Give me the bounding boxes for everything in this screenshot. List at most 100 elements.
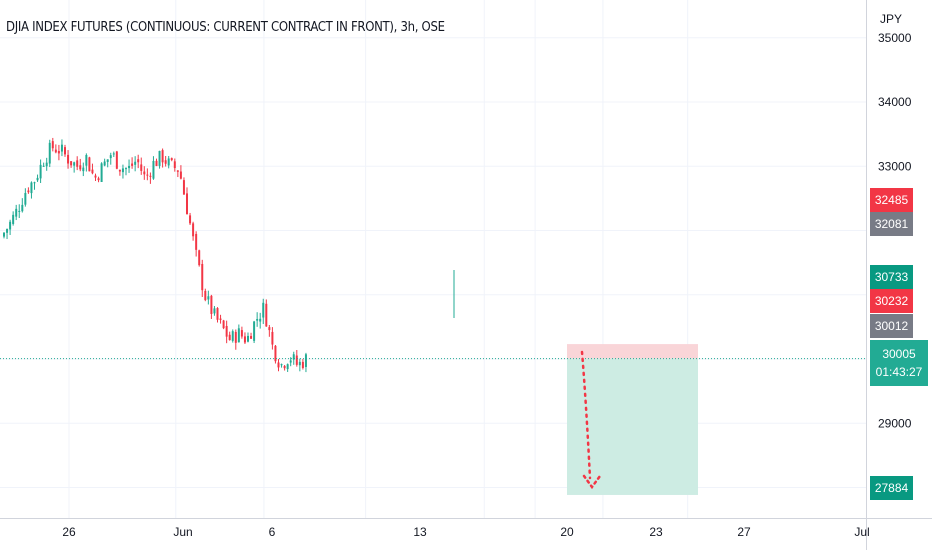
candle-body — [45, 162, 48, 167]
candle-body — [64, 147, 66, 155]
candle-body — [304, 354, 307, 367]
price-tag: 30012 — [870, 314, 913, 338]
candle-body — [271, 331, 274, 345]
candle-body — [73, 162, 76, 166]
candle-body — [295, 355, 298, 365]
candle-body — [253, 321, 256, 341]
candle-body — [109, 155, 112, 159]
candle-body — [225, 325, 228, 337]
candle-body — [134, 161, 137, 165]
candle-body — [131, 163, 134, 166]
y-tick-label: 35000 — [878, 31, 912, 45]
candle-body — [54, 149, 57, 153]
candle-body — [79, 165, 82, 170]
candle-body — [125, 168, 127, 170]
candle-body — [262, 302, 265, 318]
x-tick-label: Jun — [173, 525, 192, 539]
candle-body — [155, 160, 158, 166]
candle-body — [195, 233, 198, 250]
candle-body — [222, 320, 225, 329]
bar-countdown: 01:43:27 — [875, 365, 923, 379]
candle-body — [140, 164, 143, 171]
candle-body — [112, 153, 115, 155]
candle-body — [158, 150, 161, 166]
candle-body — [36, 177, 39, 181]
candle-body — [237, 328, 240, 343]
candle-body — [259, 318, 262, 322]
candle-body — [298, 361, 301, 366]
candle-body — [85, 154, 88, 166]
chart-grid — [0, 0, 866, 518]
candle-body — [292, 354, 295, 360]
candle-body — [247, 335, 249, 342]
candle-body — [143, 171, 146, 175]
candle-body — [219, 318, 222, 320]
take-profit-zone — [567, 358, 698, 495]
candle-body — [210, 295, 213, 314]
x-tick-label: 23 — [649, 525, 663, 539]
candle-body — [204, 290, 207, 301]
x-tick-label: 6 — [269, 525, 276, 539]
current-price-value: 30005 — [882, 347, 916, 361]
candle-body — [15, 208, 18, 217]
candle-body — [27, 190, 30, 193]
price-tag: 32485 — [870, 188, 913, 212]
y-tick-label: 33000 — [878, 159, 912, 173]
candle-body — [213, 308, 216, 314]
price-tag: 32081 — [870, 212, 913, 236]
candle-body — [39, 164, 42, 179]
candle-body — [30, 182, 33, 194]
candle-body — [82, 167, 85, 172]
candle-body — [234, 331, 237, 343]
price-tag: 30733 — [870, 265, 913, 289]
candle-body — [118, 169, 121, 172]
candle-body — [149, 175, 152, 177]
candle-body — [280, 364, 283, 366]
current-price-tag: 30005 01:43:27 — [870, 340, 928, 386]
candle-body — [186, 193, 188, 215]
currency-label: JPY — [880, 12, 902, 26]
candlestick-series — [3, 137, 455, 373]
candle-body — [146, 174, 149, 176]
x-tick-label: 20 — [560, 525, 574, 539]
x-tick-label: Jul — [854, 525, 869, 539]
stop-loss-zone — [567, 344, 698, 359]
candle-body — [6, 229, 9, 233]
candle-body — [106, 159, 109, 162]
candle-body — [240, 330, 243, 337]
x-tick-label: 13 — [413, 525, 427, 539]
chart-overlays — [0, 350, 866, 490]
x-tick-label: 26 — [62, 525, 76, 539]
price-tag: 27884 — [870, 476, 913, 500]
candle-body — [189, 215, 192, 224]
candle-body — [152, 160, 155, 179]
candle-body — [97, 178, 100, 181]
candle-body — [256, 319, 259, 321]
y-tick-label: 29000 — [878, 416, 912, 430]
candle-body — [128, 165, 131, 169]
projection-arrowhead — [582, 474, 602, 490]
candle-body — [161, 150, 164, 163]
price-tag: 30232 — [870, 289, 913, 313]
candle-body — [137, 159, 140, 163]
candle-body — [3, 232, 5, 237]
y-tick-label: 34000 — [878, 95, 912, 109]
position-zones — [567, 344, 698, 495]
candle-body — [9, 221, 12, 230]
candle-body — [243, 336, 246, 343]
candle-body — [12, 214, 15, 224]
candle-body — [24, 192, 27, 205]
candle-body — [283, 366, 286, 369]
candle-body — [176, 170, 179, 172]
candle-body — [164, 160, 167, 164]
candle-body — [277, 362, 280, 368]
candle-body — [51, 141, 54, 149]
projection-path — [580, 350, 592, 480]
candle-body — [231, 331, 234, 341]
candle-body — [67, 154, 70, 164]
candle-body — [100, 163, 103, 182]
candle-body — [33, 182, 36, 184]
candle-body — [301, 361, 304, 368]
